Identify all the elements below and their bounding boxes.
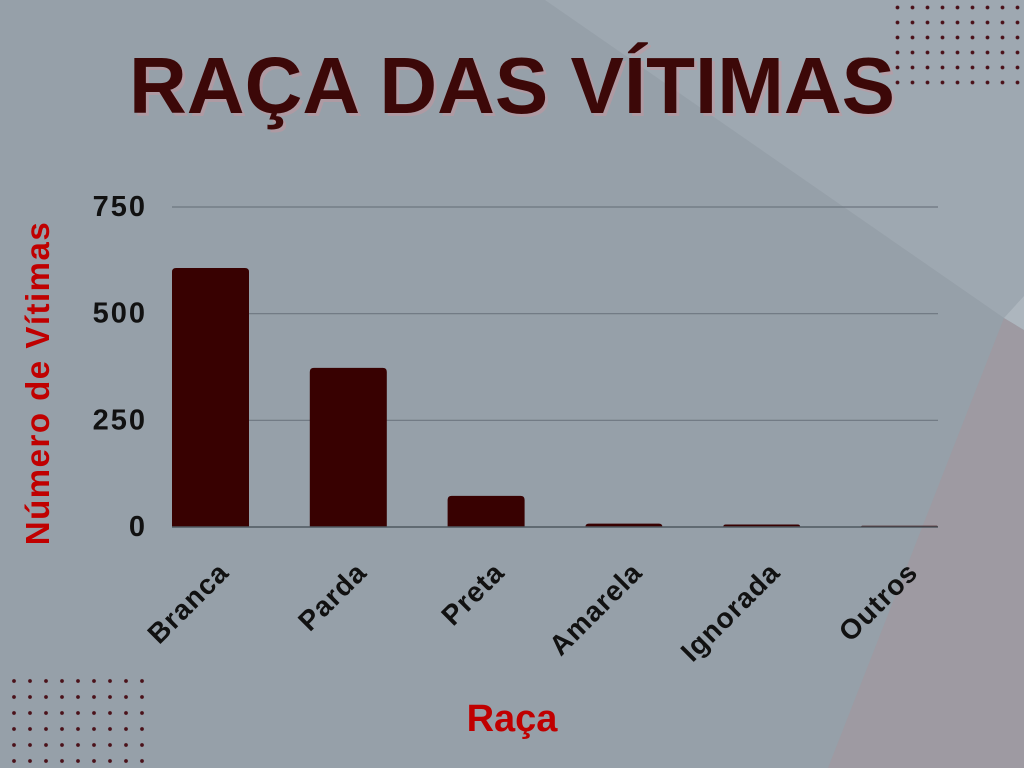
x-tick-label: Amarela	[543, 556, 648, 661]
bar-preta	[447, 495, 525, 527]
dot-pattern-bottom-left	[6, 673, 150, 768]
bar-amarela	[585, 523, 663, 527]
background-shape	[828, 318, 1024, 768]
chart-title: RAÇA DAS VÍTIMAS	[129, 41, 895, 130]
dot-pattern-top-right	[890, 0, 1024, 90]
y-tick-labels: 0 250 500 750	[93, 191, 147, 543]
y-tick-label: 250	[93, 404, 147, 436]
x-tick-label: Ignorada	[675, 556, 786, 667]
y-tick-label: 750	[93, 191, 147, 223]
x-tick-label: Branca	[141, 556, 234, 649]
x-tick-label: Parda	[292, 556, 372, 636]
bar-branca	[172, 268, 249, 527]
y-tick-label: 500	[93, 298, 147, 330]
background-shape	[1004, 296, 1024, 330]
gridlines	[172, 206, 938, 421]
x-tick-label: Outros	[833, 556, 924, 647]
bar-parda	[309, 367, 387, 527]
y-axis-label: Número de Vítimas	[19, 221, 56, 545]
y-tick-label: 0	[129, 511, 147, 543]
bars	[172, 268, 938, 527]
x-axis-label: Raça	[467, 698, 559, 740]
x-tick-labels: Branca Parda Preta Amarela Ignorada Outros	[141, 556, 923, 667]
x-tick-label: Preta	[435, 556, 510, 631]
